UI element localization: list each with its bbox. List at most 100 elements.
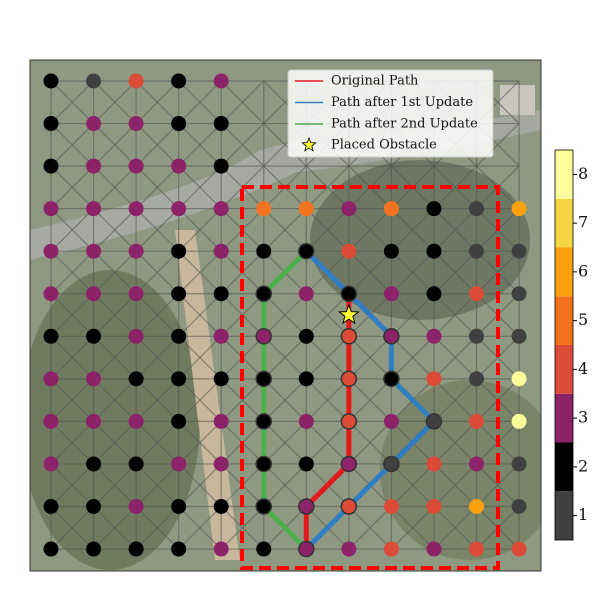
- edge: [93, 420, 137, 465]
- node: [298, 201, 314, 217]
- edge: [178, 463, 222, 507]
- node: [341, 243, 357, 259]
- node: [86, 73, 102, 89]
- edge: [178, 420, 222, 465]
- edge: [50, 165, 94, 210]
- node: [340, 498, 358, 515]
- node: [43, 286, 59, 302]
- edge: [135, 463, 180, 507]
- edge: [50, 463, 94, 507]
- node: [171, 286, 187, 302]
- edge: [433, 208, 477, 252]
- edge: [178, 80, 222, 124]
- edge: [93, 293, 137, 337]
- edge: [476, 250, 520, 295]
- edge: [93, 335, 137, 380]
- node: [383, 286, 399, 302]
- edge: [135, 420, 180, 465]
- node: [213, 116, 229, 132]
- node: [469, 328, 484, 344]
- node: [86, 158, 102, 174]
- node: [256, 541, 272, 557]
- node: [340, 370, 358, 388]
- node: [213, 499, 229, 514]
- edge: [93, 165, 137, 210]
- node: [340, 413, 358, 430]
- node: [469, 456, 484, 472]
- edge: [93, 123, 137, 167]
- edge: [50, 378, 94, 422]
- edge: [178, 250, 222, 295]
- edge: [390, 506, 435, 550]
- edge: [220, 80, 265, 124]
- node: [86, 243, 102, 259]
- edge: [390, 250, 435, 295]
- node: [426, 201, 442, 217]
- nodes: [43, 73, 527, 558]
- colorbar-tick-label: 8: [578, 164, 588, 183]
- edge: [433, 293, 477, 337]
- colorbar: 1 2 3 4 5 6 7 8: [554, 149, 588, 541]
- node: [86, 499, 102, 514]
- edge: [93, 208, 137, 252]
- node: [298, 286, 314, 302]
- node: [171, 499, 187, 514]
- node: [511, 413, 527, 429]
- colorbar-segment: [555, 296, 573, 345]
- node: [43, 201, 59, 217]
- colorbar-segment: [555, 198, 573, 248]
- edge: [263, 378, 307, 422]
- edge: [50, 123, 94, 167]
- node: [383, 499, 399, 514]
- colorbar-tick-label: 2: [578, 456, 588, 475]
- node: [86, 456, 102, 472]
- edge: [135, 506, 180, 550]
- node: [213, 371, 229, 387]
- edge: [433, 420, 477, 465]
- edge: [476, 123, 520, 167]
- node: [255, 370, 272, 388]
- node: [255, 285, 272, 302]
- node: [511, 286, 527, 302]
- colorbar-frame: [554, 149, 574, 541]
- colorbar-tick-label: 3: [578, 408, 588, 427]
- edge: [263, 293, 307, 337]
- edge: [390, 208, 435, 252]
- node: [128, 243, 144, 259]
- edge: [433, 506, 477, 550]
- legend-label: Path after 1st Update: [331, 95, 473, 110]
- node: [213, 243, 229, 259]
- node: [383, 455, 400, 473]
- edge: [93, 463, 137, 507]
- node: [213, 158, 229, 174]
- edge: [50, 420, 94, 465]
- edge: [433, 463, 477, 507]
- node: [213, 413, 229, 429]
- node: [383, 328, 400, 345]
- edge: [433, 335, 477, 380]
- edge: [263, 208, 307, 252]
- node: [213, 541, 229, 557]
- colorbar-segment: [555, 345, 573, 394]
- node: [256, 201, 272, 217]
- node: [469, 286, 484, 302]
- edge: [263, 463, 307, 507]
- edge: [178, 165, 222, 210]
- edge: [178, 208, 222, 252]
- node: [86, 413, 102, 429]
- node: [128, 73, 144, 89]
- node: [425, 413, 443, 430]
- node: [213, 456, 229, 472]
- node: [128, 456, 144, 472]
- edge: [135, 335, 180, 380]
- edge: [263, 420, 307, 465]
- node: [298, 498, 315, 515]
- edge: [50, 335, 94, 380]
- node: [43, 243, 59, 259]
- node: [426, 286, 442, 302]
- node: [128, 328, 144, 344]
- node: [340, 455, 358, 473]
- edge: [390, 335, 435, 380]
- node: [426, 243, 442, 259]
